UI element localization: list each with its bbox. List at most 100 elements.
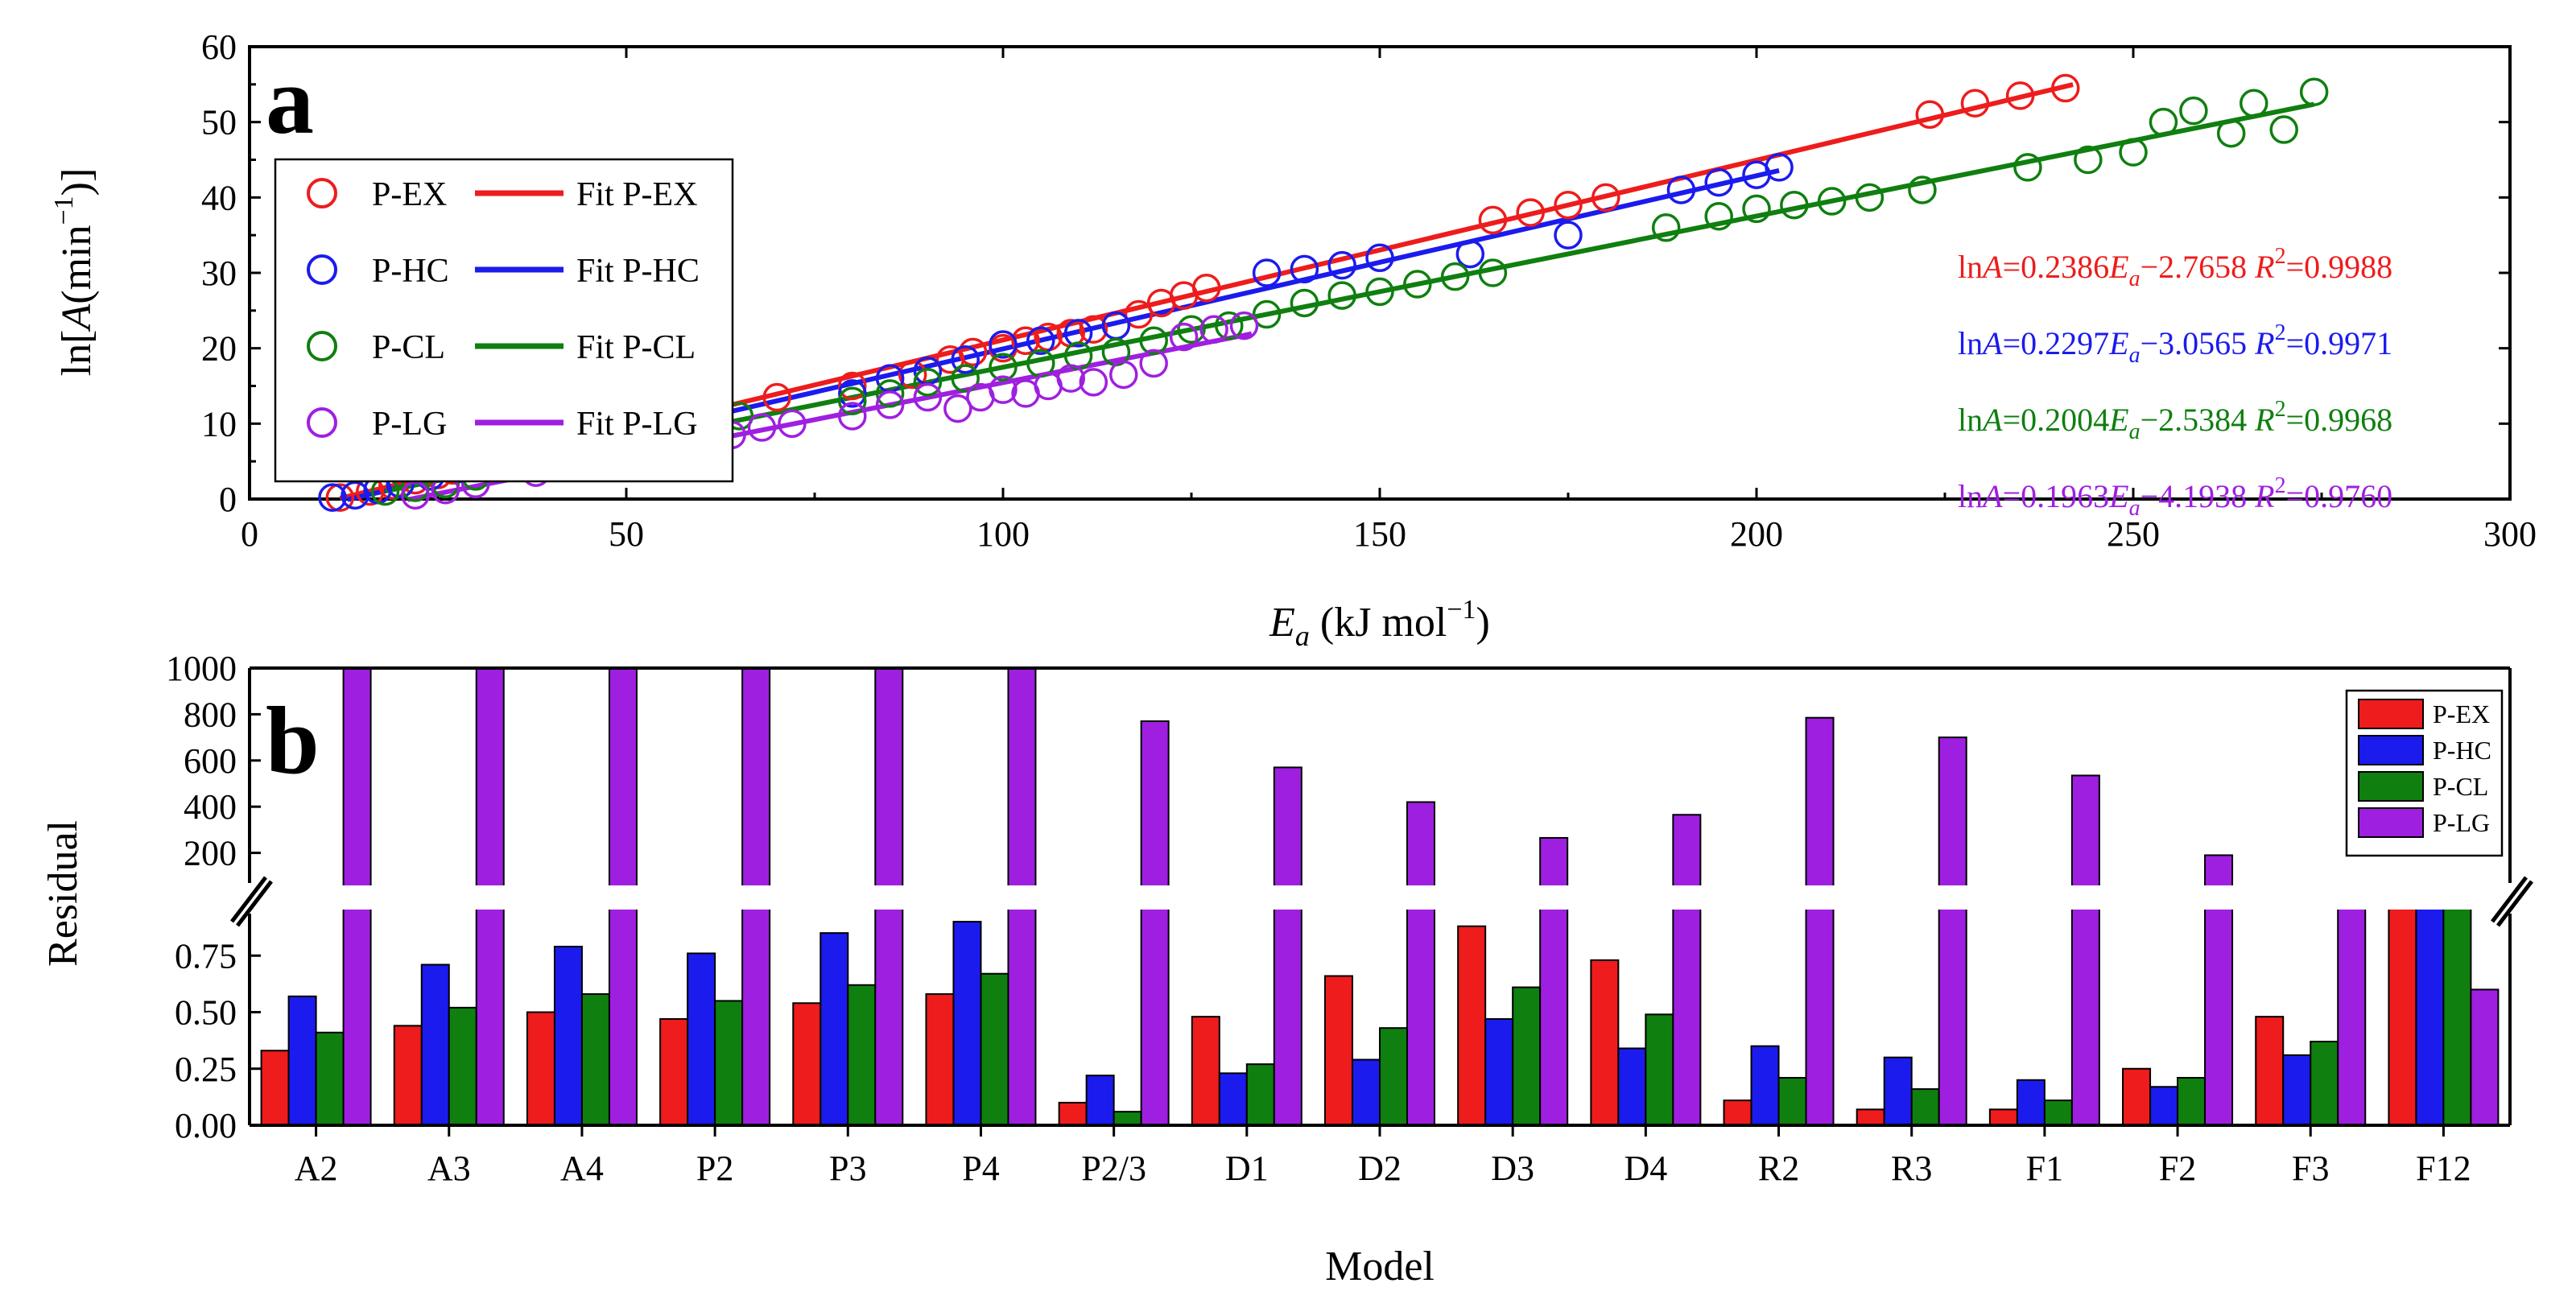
legend-label: Fit P-CL <box>576 329 696 366</box>
panel-b-y-ticks: 0.00 0.25 0.50 0.75 200 400 600 800 1000 <box>166 649 261 1145</box>
point-p-cl <box>1177 315 1206 344</box>
bar-p-hc <box>687 952 716 1126</box>
x-tick-label: 0 <box>241 514 258 554</box>
point-p-lg <box>913 382 943 412</box>
panel-a-letter: a <box>266 47 314 154</box>
x-tick-label: F3 <box>2292 1149 2329 1188</box>
point-p-cl <box>1855 183 1885 212</box>
bar-p-hc <box>2149 1086 2179 1126</box>
x-tick-label: A4 <box>560 1149 604 1188</box>
point-p-hc <box>1290 254 1319 284</box>
axis-break-gap <box>258 885 2504 910</box>
bar-p-hc <box>1883 1056 1913 1126</box>
point-p-cl <box>2269 115 2298 144</box>
bar-p-ex <box>526 1011 555 1126</box>
point-p-cl <box>2240 89 2268 118</box>
bar-p-cl <box>1245 1063 1275 1127</box>
point-p-cl <box>1478 258 1508 287</box>
point-p-cl <box>1908 175 1937 204</box>
point-p-lg <box>1079 368 1108 397</box>
point-p-hc <box>1704 167 1733 197</box>
bar-p-ex <box>1856 1108 1885 1126</box>
bar-p-lg <box>1539 836 1569 1126</box>
point-p-lg <box>838 402 867 431</box>
panel-a: 0 50 100 150 200 250 300 0 10 20 30 40 50 60 a P-EX F… <box>49 27 2537 652</box>
point-p-lg <box>1056 364 1085 393</box>
bar-p-cl <box>847 984 877 1127</box>
legend-swatch-p-ex <box>2358 699 2424 729</box>
point-p-lg <box>1109 360 1138 390</box>
equation-p-lg: lnA=0.1963Ea−4.1938 R2=0.9760 <box>1958 473 2392 521</box>
y-tick-label: 30 <box>201 254 237 293</box>
x-tick-label: 300 <box>2483 514 2537 554</box>
bar-p-ex <box>1324 975 1353 1127</box>
legend-label: P-HC <box>2433 736 2491 765</box>
bar-p-ex <box>1457 925 1487 1126</box>
x-tick-label: D2 <box>1358 1149 1402 1188</box>
point-p-cl <box>1403 270 1432 299</box>
point-p-cl <box>1365 277 1394 307</box>
y-tick-label: 1000 <box>166 649 237 688</box>
bar-p-cl <box>1910 1088 1940 1127</box>
legend-label: P-LG <box>2433 808 2490 837</box>
point-p-ex <box>1915 100 1945 130</box>
point-p-cl <box>2179 96 2208 126</box>
panel-a-legend-entries: P-EX Fit P-EX P-HC Fit P-HC P-CL Fit P-CL P-LG… <box>307 176 700 443</box>
point-p-ex <box>1591 183 1620 212</box>
y-tick-label: 60 <box>201 27 237 67</box>
bar-p-ex <box>925 993 955 1127</box>
point-p-lg <box>989 375 1018 404</box>
bar-p-cl <box>2442 898 2472 1126</box>
panel-b-y-label: Residual <box>40 820 86 967</box>
panel-a-y-label: ln[A(min−1)] <box>49 168 100 377</box>
panel-a-legend <box>274 158 734 483</box>
legend-label: P-CL <box>2433 772 2488 801</box>
point-p-cl <box>1290 288 1319 318</box>
bar-p-cl <box>2043 1100 2073 1126</box>
panel-a-x-label: Ea (kJ mol−1) <box>1269 595 1490 652</box>
point-p-ex <box>1124 299 1154 329</box>
panel-b-letter: b <box>266 687 320 794</box>
legend-label: P-EX <box>372 176 447 213</box>
y-tick-label: 800 <box>184 695 237 734</box>
point-p-cl <box>1742 194 1771 224</box>
y-tick-label: 0 <box>219 480 237 519</box>
x-tick-label: F12 <box>2416 1149 2471 1188</box>
bar-p-ex <box>1590 959 1620 1126</box>
x-tick-label: F1 <box>2026 1149 2063 1188</box>
bar-p-lg <box>1938 736 1967 1126</box>
point-p-cl <box>2149 107 2178 137</box>
bar-p-hc <box>553 946 583 1127</box>
equation-p-cl: lnA=0.2004Ea−2.5384 R2=0.9968 <box>1958 397 2392 444</box>
legend-label: P-EX <box>2433 699 2490 728</box>
point-p-hc <box>1765 153 1794 182</box>
point-p-cl <box>1139 326 1168 356</box>
point-p-cl <box>1817 187 1847 216</box>
x-tick-label: R2 <box>1758 1149 1799 1188</box>
point-p-cl <box>1780 190 1809 220</box>
bar-p-ex <box>260 1050 290 1127</box>
legend-marker-p-lg <box>307 407 337 438</box>
y-tick-label: 200 <box>184 834 237 873</box>
point-p-cl <box>2013 153 2042 182</box>
point-p-cl <box>2216 118 2246 148</box>
panel-a-y-ticks: 0 10 20 30 40 50 60 <box>201 27 2510 519</box>
bar-p-lg <box>2337 891 2367 1126</box>
point-p-hc <box>1063 319 1093 348</box>
bar-p-hc <box>2016 1079 2046 1127</box>
point-p-hc <box>1365 243 1394 273</box>
panel-a-equations: lnA=0.2386Ea−2.7658 R2=0.9988 lnA=0.2297E… <box>1958 244 2392 521</box>
bar-p-lg <box>2070 774 2100 1127</box>
bar-p-ex <box>1988 1108 2018 1126</box>
bar-p-ex <box>2388 898 2417 1126</box>
point-p-lg <box>875 390 905 419</box>
point-p-cl <box>1215 311 1244 340</box>
bar-p-lg <box>1273 766 1302 1126</box>
point-p-cl <box>1327 281 1356 310</box>
panel-b-x-label: Model <box>1325 1244 1435 1289</box>
point-p-cl <box>2299 77 2329 106</box>
bar-p-lg <box>1406 801 1435 1127</box>
x-tick-label: 150 <box>1353 514 1406 554</box>
bar-p-ex <box>2122 1067 2152 1126</box>
